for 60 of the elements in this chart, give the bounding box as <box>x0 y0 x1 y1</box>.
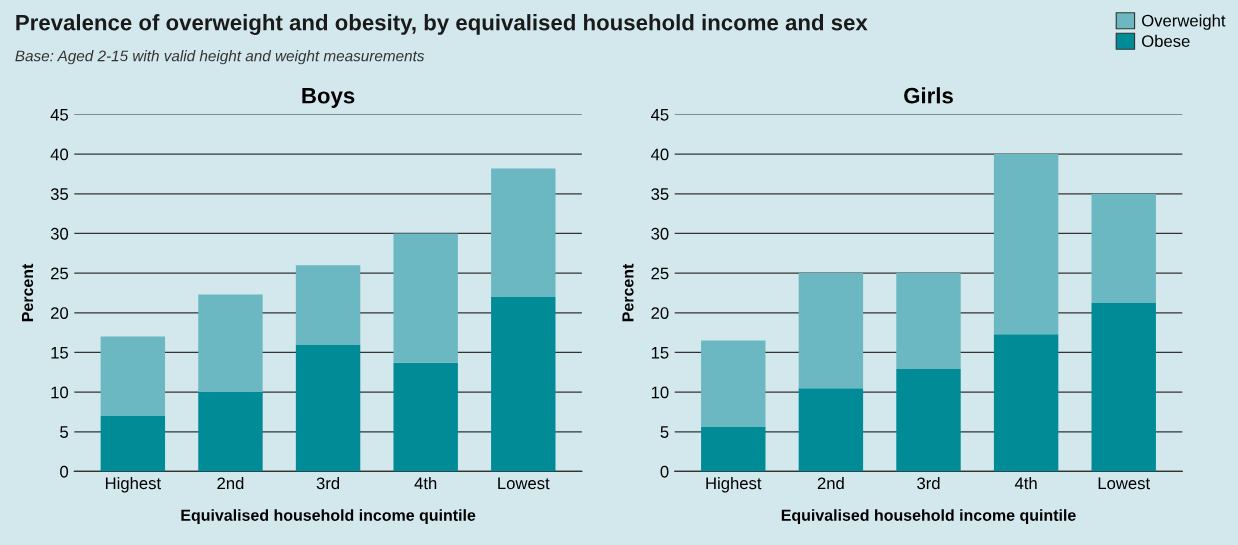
x-tick-label: 4th <box>1014 476 1037 490</box>
bar <box>1091 302 1156 472</box>
x-tick-label: 3rd <box>316 476 340 490</box>
y-tick-label: 40 <box>651 148 669 161</box>
x-tick-label: 2nd <box>817 476 844 490</box>
x-tick-label: 4th <box>414 476 437 490</box>
bar <box>491 168 556 297</box>
bar <box>798 273 864 389</box>
y-tick-label: 45 <box>651 109 669 121</box>
bar <box>701 427 766 472</box>
bar <box>896 273 961 370</box>
y-tick-label: 15 <box>51 347 69 359</box>
y-tick-label: 25 <box>651 267 669 280</box>
chart-title: Girls <box>904 87 953 104</box>
y-tick-label: 30 <box>50 227 69 240</box>
y-tick-label: 15 <box>651 347 669 359</box>
y-axis-title: Percent <box>622 263 634 322</box>
chart-title: Boys <box>302 88 355 108</box>
bar <box>295 344 361 472</box>
y-tick-label: 5 <box>60 426 69 438</box>
y-tick-label: 30 <box>651 227 669 240</box>
y-tick-label: 20 <box>651 307 669 319</box>
bar <box>701 340 766 427</box>
y-tick-label: 10 <box>651 386 669 399</box>
bar <box>1091 193 1156 303</box>
y-tick-label: 25 <box>51 267 69 280</box>
y-tick-label: 5 <box>660 426 669 438</box>
legend-label: Obese <box>1142 34 1190 48</box>
bar <box>295 265 361 345</box>
x-axis-title: Equivalised household income quintile <box>181 509 476 525</box>
bar <box>798 388 864 472</box>
bar <box>198 294 263 393</box>
y-tick-label: 35 <box>50 188 69 200</box>
text: Base: Aged 2-15 with valid height and weight measurements <box>15 50 425 65</box>
y-tick-label: 0 <box>60 465 69 478</box>
bar <box>896 369 961 472</box>
bar <box>993 334 1059 472</box>
y-tick-label: 40 <box>50 148 69 161</box>
y-tick-label: 10 <box>51 386 69 399</box>
bar <box>100 415 166 472</box>
x-axis-title: Equivalised household income quintile <box>781 509 1076 525</box>
bar <box>993 154 1059 335</box>
x-tick-label: Lowest <box>498 477 550 490</box>
y-tick-label: 45 <box>50 109 69 121</box>
y-tick-label: 35 <box>651 188 669 200</box>
bar <box>198 392 263 472</box>
bar <box>100 336 166 416</box>
y-tick-label: 20 <box>51 307 69 319</box>
bar <box>393 362 458 472</box>
y-axis-title: Percent <box>22 263 34 322</box>
text: Prevalence of overweight and obesity, by equivalised household income and sex <box>16 14 868 35</box>
bar <box>393 233 458 363</box>
x-tick-label: 2nd <box>217 476 244 490</box>
legend-label: Overweight <box>1142 14 1226 30</box>
x-tick-label: Lowest <box>1098 477 1151 490</box>
y-tick-label: 0 <box>660 465 669 478</box>
x-tick-label: 3rd <box>917 476 940 490</box>
bar <box>491 296 556 472</box>
x-tick-label: Highest <box>706 476 762 493</box>
x-tick-label: Highest <box>105 476 161 493</box>
